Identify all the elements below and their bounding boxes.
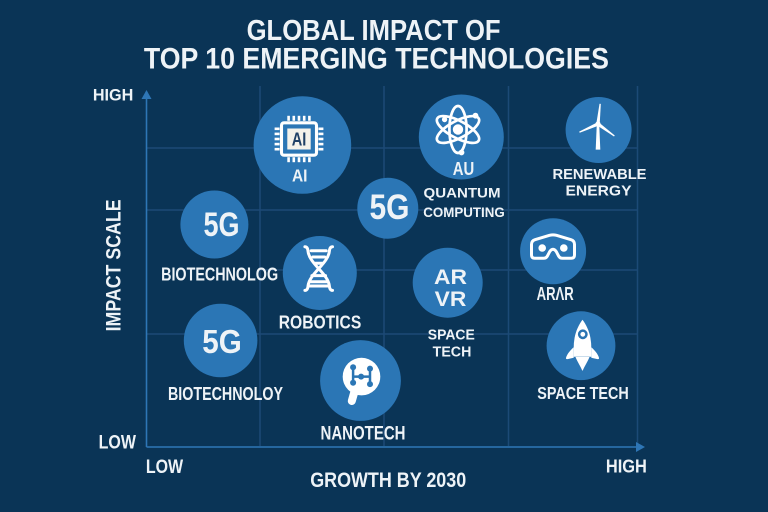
svg-text:HIGH: HIGH [93,87,134,105]
svg-text:COMPUTING: COMPUTING [423,205,505,220]
svg-text:LOW: LOW [146,456,184,478]
svg-text:ENERGY: ENERGY [566,183,632,200]
svg-text:AI: AI [292,130,307,150]
svg-text:ROBOTICS: ROBOTICS [279,313,362,333]
svg-text:AU: AU [453,159,475,179]
svg-text:5G: 5G [370,188,410,227]
svg-text:QUANTUM: QUANTUM [424,186,501,201]
svg-text:GROWTH BY 2030: GROWTH BY 2030 [310,469,466,492]
svg-text:BIOTECHNOLOG: BIOTECHNOLOG [161,264,278,285]
svg-text:SPACE TECH: SPACE TECH [537,383,629,403]
svg-text:VR: VR [435,288,467,311]
svg-text:SPACE: SPACE [428,328,475,344]
svg-text:RENEWABLE: RENEWABLE [553,166,647,183]
svg-text:BIOTECHNOLOY: BIOTECHNOLOY [168,383,284,404]
svg-text:NANOTECH: NANOTECH [321,423,406,444]
svg-text:TOP 10 EMERGING TECHNOLOGIES: TOP 10 EMERGING TECHNOLOGIES [144,43,609,76]
svg-text:5G: 5G [202,323,242,360]
svg-text:HIGH: HIGH [606,457,647,477]
svg-text:IMPACT SCALE: IMPACT SCALE [102,199,126,331]
svg-text:AI: AI [292,166,308,186]
svg-text:5G: 5G [204,206,240,244]
svg-text:TECH: TECH [433,345,472,361]
svg-text:ARΛR: ARΛR [537,284,574,304]
svg-text:GLOBAL IMPACT OF: GLOBAL IMPACT OF [247,15,501,47]
svg-text:LOW: LOW [99,432,137,454]
svg-text:AR: AR [434,266,467,289]
